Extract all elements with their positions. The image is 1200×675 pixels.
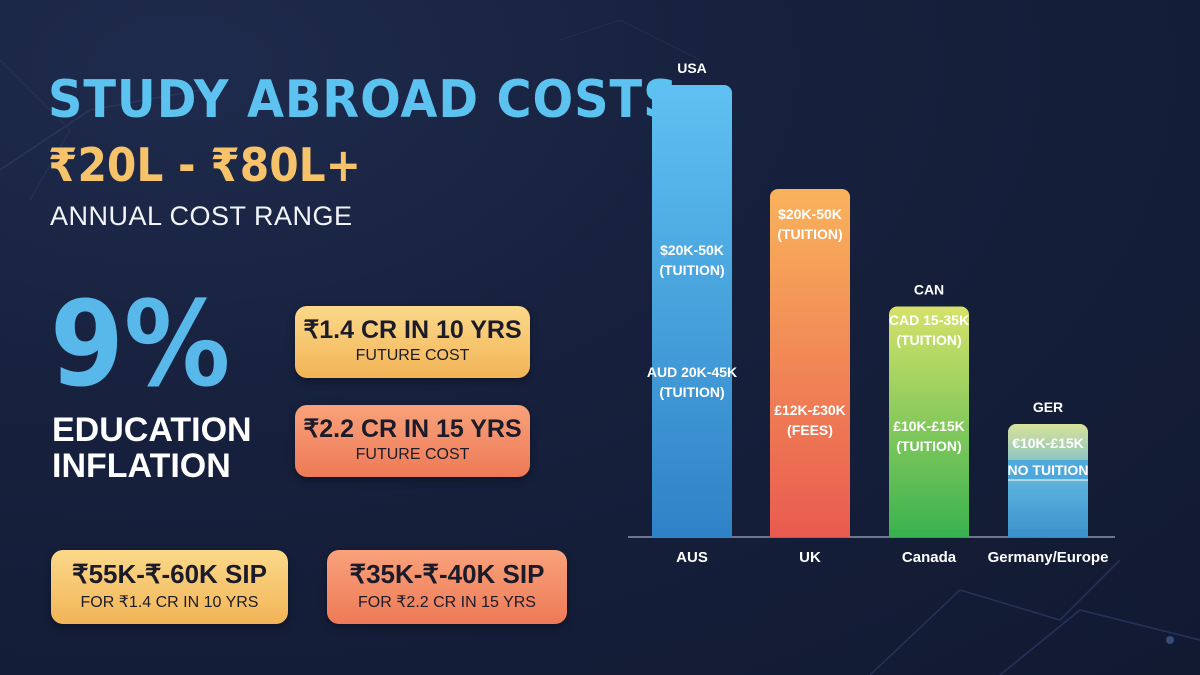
sip-value: ₹55K-₹-60K SIP	[72, 559, 267, 589]
future-cost-label: FUTURE COST	[355, 347, 470, 364]
future-cost-card-15yrs: ₹2.2 CR IN 15 YRS FUTURE COST	[295, 405, 530, 477]
bar-segment-label: €10K-£15K	[1012, 435, 1084, 451]
x-tick-label: Germany/Europe	[988, 549, 1109, 566]
bar-segment-label: (TUITION)	[659, 384, 724, 400]
bar-segment-label: £12K-£30K	[774, 402, 846, 418]
x-tick-label: UK	[799, 549, 821, 566]
sip-card-15yrs: ₹35K-₹-40K SIP FOR ₹2.2 CR IN 15 YRS	[327, 550, 567, 624]
bar-segment-label: £10K-£15K	[893, 418, 965, 434]
bar-top-label: GER	[1033, 399, 1063, 415]
sip-label: FOR ₹2.2 CR IN 15 YRS	[358, 594, 536, 611]
bar-segment-label: $20K-50K	[778, 206, 842, 222]
bar-aus	[652, 85, 732, 537]
bar-segment-label: (TUITION)	[777, 226, 842, 242]
bar-base	[770, 529, 850, 537]
future-cost-label: FUTURE COST	[355, 446, 470, 463]
bar-top-label: USA	[677, 60, 707, 76]
bar-base	[889, 529, 969, 537]
bar-segment-label: (FEES)	[787, 422, 833, 438]
future-cost-card-10yrs: ₹1.4 CR IN 10 YRS FUTURE COST	[295, 306, 530, 378]
bar-base	[1008, 529, 1088, 537]
inflation-label: EDUCATION INFLATION	[52, 411, 252, 485]
page-title: STUDY ABROAD COSTS	[48, 70, 679, 130]
bar-canada	[889, 306, 969, 537]
sip-card-10yrs: ₹55K-₹-60K SIP FOR ₹1.4 CR IN 10 YRS	[51, 550, 288, 624]
bar-segment-label: NO TUITION	[1008, 462, 1089, 478]
bar-segment-label: AUD 20K-45K	[647, 364, 737, 380]
sip-label: FOR ₹1.4 CR IN 10 YRS	[80, 594, 259, 611]
inflation-percent: 9%	[50, 275, 231, 413]
future-cost-value: ₹1.4 CR IN 10 YRS	[303, 316, 522, 344]
bar-segment-label: (TUITION)	[659, 262, 724, 278]
bar-top-label: CAN	[914, 281, 944, 297]
bar-segment-label: CAD 15-35K	[889, 312, 969, 328]
cost-range-value: ₹20L - ₹80L+	[48, 138, 362, 192]
bar-segment-label: (TUITION)	[896, 438, 961, 454]
bar-base	[652, 529, 732, 537]
x-tick-label: AUS	[676, 549, 708, 566]
cost-range-label: ANNUAL COST RANGE	[50, 201, 353, 231]
future-cost-value: ₹2.2 CR IN 15 YRS	[303, 415, 522, 443]
bar-segment-label: (TUITION)	[896, 332, 961, 348]
bar-segment-label: $20K-50K	[660, 242, 724, 258]
sip-value: ₹35K-₹-40K SIP	[349, 559, 545, 589]
x-tick-label: Canada	[902, 549, 957, 566]
bar-uk	[770, 188, 850, 537]
no-tuition-band	[1008, 460, 1088, 480]
